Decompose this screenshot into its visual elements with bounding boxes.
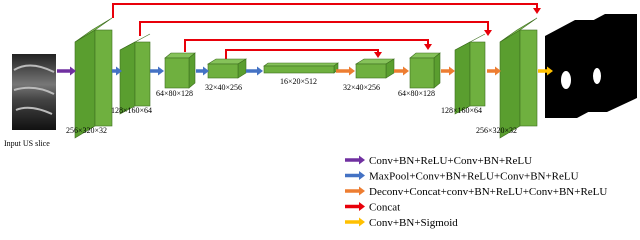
legend-arrow-head	[359, 217, 365, 227]
output-masks	[545, 14, 637, 118]
block-front	[94, 29, 113, 127]
input-label: Input US slice	[4, 139, 50, 148]
block-front	[469, 41, 486, 107]
block-side	[119, 41, 136, 115]
legend-arrow-head	[359, 155, 365, 165]
concat-line	[184, 39, 429, 52]
concat-arrowhead	[533, 8, 541, 14]
block-side	[454, 41, 471, 115]
legend-arrow-head	[359, 202, 365, 211]
legend-label: Conv+BN+ReLU+Conv+BN+ReLU	[369, 155, 532, 167]
flow-arrow-head	[158, 66, 164, 76]
legend: Conv+BN+ReLU+Conv+BN+ReLU MaxPool+Conv+BN…	[345, 155, 607, 229]
legend-label: Conv+BN+Sigmoid	[369, 217, 458, 229]
concat-line	[225, 49, 379, 60]
block-side	[433, 52, 441, 89]
block-front	[355, 63, 387, 79]
legend-label: MaxPool+Conv+BN+ReLU+Conv+BN+ReLU	[369, 171, 579, 183]
concat-line	[139, 21, 489, 36]
block-label: 64×80×128	[156, 89, 193, 98]
flow-arrow-head	[449, 66, 455, 76]
flow-arrow-head	[70, 66, 76, 76]
flow-arrow-head	[403, 66, 409, 76]
concat-arrowhead	[424, 44, 432, 50]
concat-arrowhead	[484, 30, 492, 36]
block-label: 128×160×64	[441, 106, 482, 115]
block-front	[207, 63, 239, 79]
legend-label: Concat	[369, 202, 400, 214]
unet-diagram: Input US slice Conv+BN+ReLU+Conv+BN+ReLU…	[4, 3, 637, 229]
concat-line	[112, 3, 538, 18]
block-label: 16×20×512	[280, 77, 317, 86]
block-label: 32×40×256	[205, 83, 242, 92]
block-top	[263, 62, 339, 67]
block-label: 32×40×256	[343, 83, 380, 92]
legend-label: Deconv+Concat+conv+BN+ReLU+Conv+BN+ReLU	[369, 186, 607, 198]
flow-arrow-head	[257, 66, 263, 76]
block-side	[188, 52, 196, 89]
block-front	[519, 29, 538, 127]
block-label: 256×320×32	[476, 126, 517, 135]
flow-arrow-head	[547, 66, 553, 76]
input-image	[12, 54, 56, 130]
block-front	[164, 57, 190, 89]
block-top	[499, 17, 538, 43]
block-label: 256×320×32	[66, 126, 107, 135]
block-side	[74, 29, 96, 139]
block-front	[134, 41, 151, 107]
block-front	[409, 57, 435, 89]
legend-arrow-head	[359, 186, 365, 196]
block-front	[263, 65, 335, 74]
flow-arrow-head	[349, 66, 355, 76]
flow-arrow-head	[203, 66, 209, 76]
legend-arrow-head	[359, 171, 365, 180]
concat-arrowhead	[374, 52, 382, 58]
flow-arrow-head	[116, 66, 122, 76]
block-top	[74, 17, 113, 43]
block-label: 64×80×128	[398, 89, 435, 98]
block-label: 128×160×64	[111, 106, 152, 115]
block-side	[499, 29, 521, 139]
flow-arrow-head	[495, 66, 501, 76]
